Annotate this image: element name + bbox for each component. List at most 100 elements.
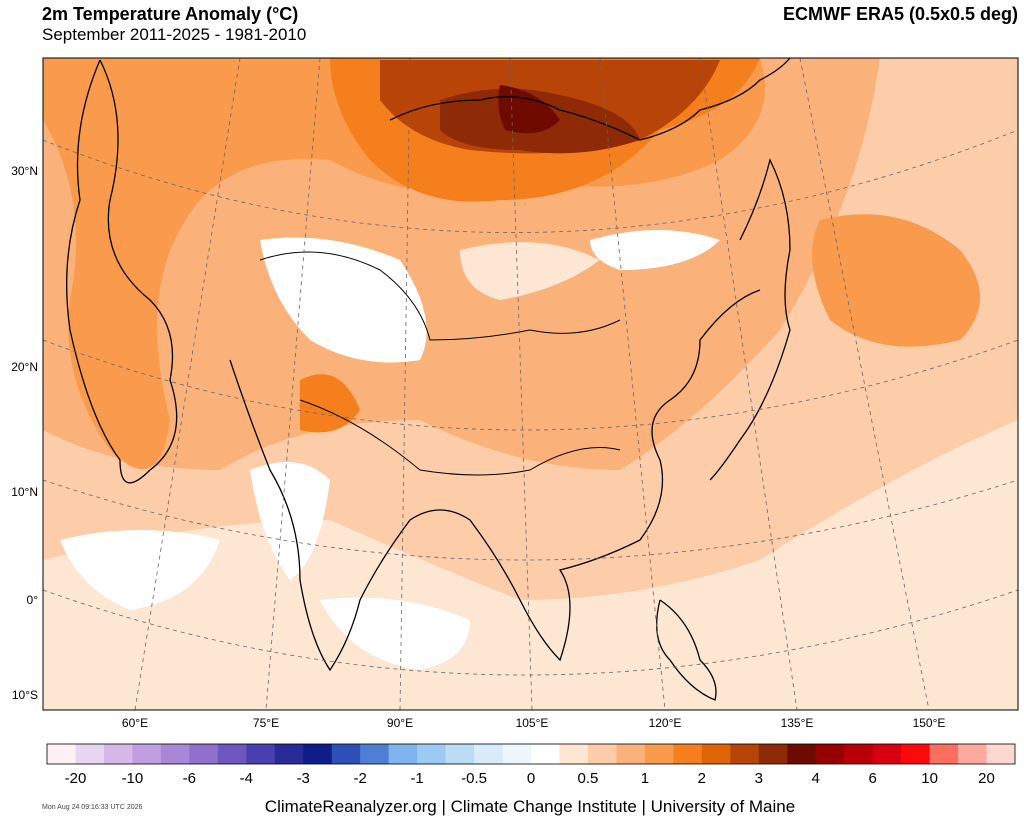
source: ECMWF ERA5 (0.5x0.5 deg) <box>782 4 1018 24</box>
coastline <box>709 158 791 481</box>
lon-labels: 60°E 75°E 90°E 105°E 120°E 135°E 150°E <box>122 716 945 730</box>
colorbar-swatch <box>189 744 219 764</box>
lat-label: 30°N <box>11 164 38 178</box>
colorbar-swatch <box>758 744 788 764</box>
colorbar-label: -20 <box>65 770 87 787</box>
timestamp: Mon Aug 24 09:16:33 UTC 2026 <box>42 804 143 811</box>
colorbar-swatch <box>303 744 333 764</box>
graticule-line <box>43 129 1018 233</box>
lon-label: 150°E <box>913 716 946 730</box>
anomaly-zone <box>250 462 330 580</box>
colorbar-label: -6 <box>183 770 196 787</box>
graticule-line <box>43 339 1018 431</box>
lat-labels: 30°N 20°N 10°N 0° 10°S <box>11 164 38 702</box>
border <box>259 251 621 341</box>
colorbar-swatch <box>217 744 247 764</box>
graticule-line <box>599 58 666 710</box>
lat-label: 10°S <box>12 688 38 702</box>
coastline <box>656 599 717 701</box>
coastline <box>66 59 178 484</box>
colorbar-swatch <box>844 744 873 764</box>
colorbar-label: -2 <box>354 770 367 787</box>
colorbar-label: 0.5 <box>578 770 599 787</box>
colorbar-frame <box>46 743 1016 765</box>
colorbar-label: -3 <box>297 770 310 787</box>
colorbar-swatch <box>958 744 987 764</box>
colorbar-swatch <box>673 744 703 764</box>
lon-label: 120°E <box>649 716 682 730</box>
colorbar-swatch <box>815 744 845 764</box>
colorbar-swatch <box>559 744 589 764</box>
colorbar-swatch <box>274 744 304 764</box>
graticule-line <box>699 58 798 710</box>
colorbar-label: 2 <box>698 770 706 787</box>
credit: ClimateReanalyzer.org | Climate Change I… <box>264 797 796 816</box>
colorbar-swatch <box>388 744 418 764</box>
colorbar-swatch <box>445 744 475 764</box>
graticule-line <box>265 58 321 710</box>
map-field <box>43 58 1018 710</box>
coastline <box>389 58 791 141</box>
colorbar-swatch <box>616 744 646 764</box>
colorbar-swatch <box>75 744 105 764</box>
lon-label: 90°E <box>387 716 413 730</box>
colorbar-swatch <box>132 744 162 764</box>
colorbar-swatch <box>160 744 190 764</box>
colorbar-swatch <box>47 744 76 764</box>
colorbar-swatch <box>787 744 817 764</box>
colorbar-swatch <box>474 744 503 764</box>
colorbar-label: 10 <box>921 770 938 787</box>
colorbar-label: -10 <box>122 770 144 787</box>
colorbar-swatch <box>644 744 674 764</box>
graticule-line <box>43 589 1018 676</box>
graticule-line <box>799 58 930 710</box>
map-frame <box>42 57 1019 711</box>
colorbar-swatch <box>929 744 959 764</box>
lon-label: 105°E <box>516 716 549 730</box>
graticule-line <box>43 479 1018 561</box>
title: 2m Temperature Anomaly (°C) <box>42 4 299 24</box>
colorbar-swatch <box>246 744 276 764</box>
coastline <box>229 289 761 672</box>
colorbar-swatch <box>730 744 760 764</box>
lon-label: 60°E <box>122 716 148 730</box>
colorbar-label: 6 <box>868 770 876 787</box>
coastlines <box>66 58 791 701</box>
colorbar-swatch <box>587 744 617 764</box>
colorbar-swatch <box>502 744 532 764</box>
colorbar-label: 1 <box>641 770 649 787</box>
colorbar-swatch <box>417 744 446 764</box>
lat-label: 0° <box>27 593 39 607</box>
colorbar-swatch <box>986 744 1016 764</box>
colorbar-label: -1 <box>410 770 423 787</box>
anomaly-zone <box>320 597 470 670</box>
lat-label: 20°N <box>11 360 38 374</box>
colorbar-swatch <box>901 744 930 764</box>
lon-label: 75°E <box>253 716 279 730</box>
colorbar-swatch <box>360 744 389 764</box>
anomaly-zone <box>260 237 427 363</box>
colorbar-label: 3 <box>755 770 763 787</box>
colorbar-label: -0.5 <box>461 770 487 787</box>
anomaly-zone <box>60 530 220 610</box>
lon-label: 135°E <box>781 716 814 730</box>
colorbar-swatch <box>331 744 361 764</box>
graticule <box>43 58 1018 710</box>
colorbar: -20 -10 -6 -4 -3 -2 -1 -0.5 0 0.5 1 2 3 4 6 10 20 <box>46 743 1016 787</box>
colorbar-swatch <box>701 744 731 764</box>
subtitle: September 2011-2025 - 1981-2010 <box>42 25 307 44</box>
colorbar-label: -4 <box>240 770 253 787</box>
anomaly-zone <box>812 214 980 347</box>
colorbar-label: 20 <box>978 770 995 787</box>
anomaly-zone <box>590 230 720 270</box>
border <box>299 399 621 476</box>
colorbar-label: 4 <box>812 770 820 787</box>
anomaly-zone <box>460 242 600 300</box>
graticule-line <box>134 58 241 710</box>
colorbar-label: 0 <box>527 770 535 787</box>
colorbar-swatch <box>103 744 133 764</box>
colorbar-swatch <box>872 744 902 764</box>
colorbar-swatch <box>531 744 560 764</box>
